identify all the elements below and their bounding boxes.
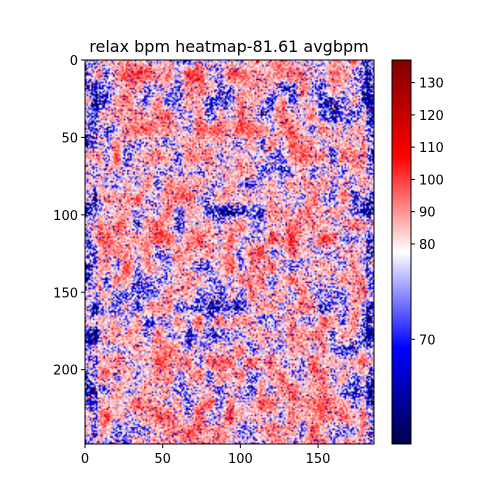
colorbar-tick-label: 90 bbox=[419, 206, 436, 221]
colorbar-tick-label: 130 bbox=[419, 77, 444, 92]
colorbar-tick-label: 70 bbox=[419, 333, 436, 348]
colorbar-gradient bbox=[392, 60, 411, 444]
colorbar-tick-label: 100 bbox=[419, 173, 444, 188]
y-axis: 0 50 100 150 200 bbox=[53, 54, 85, 379]
x-tick-label: 50 bbox=[154, 452, 171, 467]
colorbar-frame bbox=[391, 59, 412, 445]
x-tick-label: 150 bbox=[306, 452, 331, 467]
colorbar-ticks: 70 80 90 100 110 120 130 bbox=[411, 77, 444, 348]
heatmap-cells bbox=[85, 60, 374, 444]
colorbar: 70 80 90 100 110 120 130 bbox=[391, 59, 444, 445]
y-tick-label: 50 bbox=[61, 131, 78, 146]
heatmap-plot-area bbox=[84, 59, 375, 445]
y-tick-label: 200 bbox=[53, 364, 78, 379]
y-tick-label: 100 bbox=[53, 209, 78, 224]
colorbar-tick-label: 80 bbox=[419, 238, 436, 253]
y-tick-label: 150 bbox=[53, 286, 78, 301]
x-tick-label: 0 bbox=[81, 452, 89, 467]
colorbar-tick-label: 110 bbox=[419, 141, 444, 156]
plot-frame bbox=[84, 59, 375, 445]
chart-title: relax bpm heatmap-81.61 avgbpm bbox=[89, 37, 368, 56]
x-tick-label: 100 bbox=[228, 452, 253, 467]
y-tick-label: 0 bbox=[70, 54, 78, 69]
x-axis: 0 50 100 150 bbox=[81, 444, 331, 467]
colorbar-tick-label: 120 bbox=[419, 109, 444, 124]
